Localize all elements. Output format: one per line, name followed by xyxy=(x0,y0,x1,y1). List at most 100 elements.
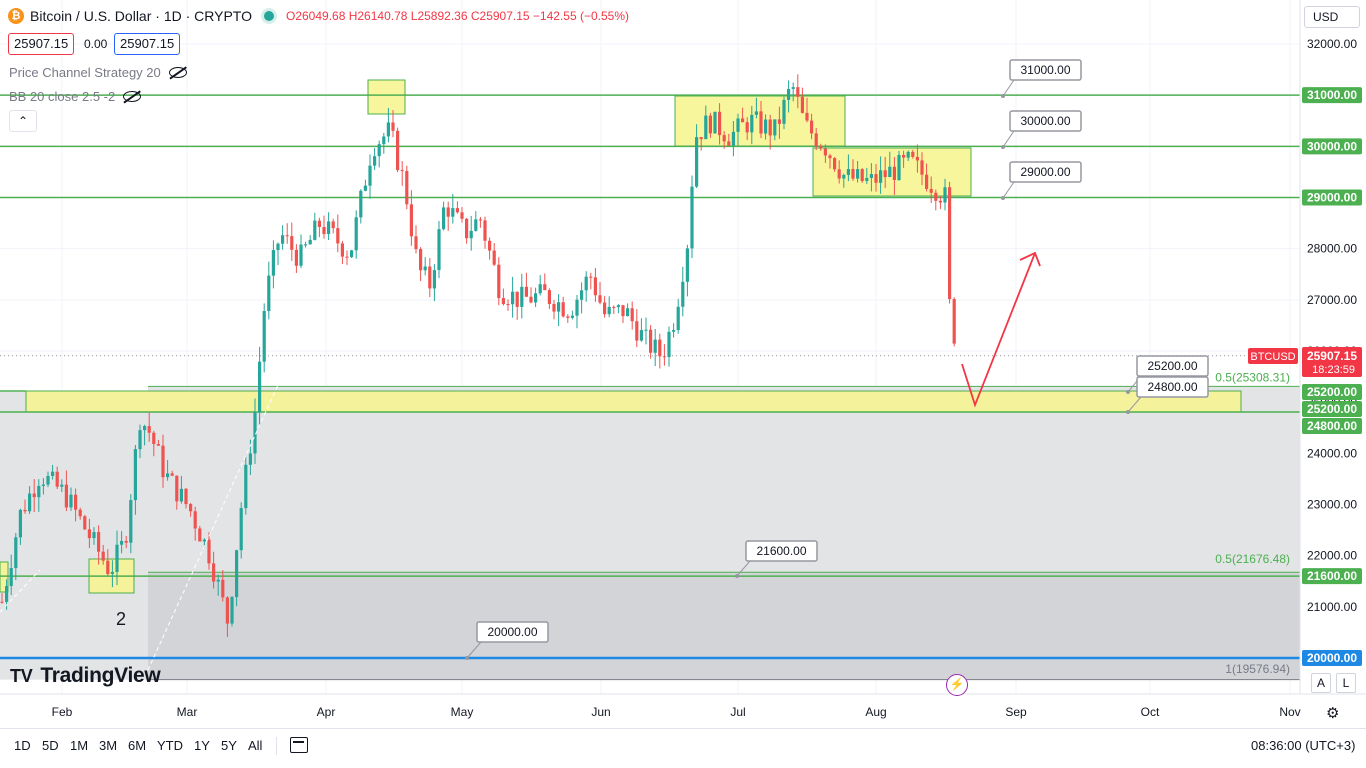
candle-body xyxy=(202,539,206,542)
projection-arrowhead xyxy=(1019,251,1041,267)
candle-body xyxy=(248,453,252,465)
candle-body xyxy=(156,444,160,446)
level-tag-label: 20000.00 xyxy=(487,625,537,639)
candle-body xyxy=(727,141,731,146)
candle-body xyxy=(5,586,9,602)
level-tag-box xyxy=(1009,59,1082,81)
log-scale-toggle[interactable]: L xyxy=(1336,673,1356,693)
gear-icon[interactable]: ⚙ xyxy=(1326,705,1340,722)
ohlc-open: O26049.68 xyxy=(285,9,346,23)
candle-body xyxy=(934,192,938,201)
candle-body xyxy=(649,329,653,353)
tradingview-logo[interactable]: TV TradingView xyxy=(10,664,161,688)
candle-body xyxy=(474,219,478,231)
candle-body xyxy=(938,200,942,203)
candle-body xyxy=(952,299,956,344)
candle-body xyxy=(511,291,515,305)
x-tick-label: Jul xyxy=(730,705,745,719)
candle-body xyxy=(782,99,786,124)
candle-body xyxy=(584,276,588,291)
timeframe-1d[interactable]: 1D xyxy=(14,738,31,753)
candle-body xyxy=(221,579,225,598)
ohlc-values: O26049.68 H26140.78 L25892.36 C25907.15 … xyxy=(286,9,629,23)
level-tag-label: 30000.00 xyxy=(1020,114,1070,128)
axis-level-badge xyxy=(1302,384,1362,400)
candle-body xyxy=(271,250,275,276)
candle-body xyxy=(193,511,197,529)
timeframe-all[interactable]: All xyxy=(248,738,263,753)
timeframe-1m[interactable]: 1M xyxy=(70,738,89,753)
indicator-bollinger[interactable]: BB 20 close 2.5 -2 xyxy=(9,89,142,104)
candle-body xyxy=(570,315,574,318)
candle-body xyxy=(810,120,814,134)
candle-body xyxy=(644,329,648,331)
candle-body xyxy=(888,166,892,178)
timeframe-6m[interactable]: 6M xyxy=(128,738,147,753)
symbol-title[interactable]: Bitcoin / U.S. Dollar · 1D · CRYPTO xyxy=(30,8,252,24)
eye-hidden-icon[interactable] xyxy=(123,91,142,102)
level-tag: 25200.00 xyxy=(1126,355,1209,394)
candle-body xyxy=(110,571,114,575)
candle-body xyxy=(658,339,662,357)
candle-body xyxy=(920,160,924,175)
currency-selector[interactable]: USD xyxy=(1304,6,1360,28)
support-zone xyxy=(25,390,1242,413)
indicator-price-channel[interactable]: Price Channel Strategy 20 xyxy=(9,65,187,80)
candle-body xyxy=(796,87,800,97)
clock-time[interactable]: 08:36:00 (UTC+3) xyxy=(1251,738,1356,753)
range-shade-left xyxy=(0,391,148,680)
candle-body xyxy=(106,560,110,575)
x-tick-label: May xyxy=(451,705,474,719)
timeframe-5d[interactable]: 5D xyxy=(42,738,59,753)
x-tick-label: Jun xyxy=(591,705,610,719)
price-chart[interactable]: 31000.00 30000.00 29000.00 25200.00 24800.00… xyxy=(0,0,1366,728)
eye-hidden-icon[interactable] xyxy=(168,67,187,78)
collapse-legend-button[interactable]: ⌃ xyxy=(9,110,37,132)
candle-body xyxy=(363,185,367,191)
auto-scale-toggle[interactable]: A xyxy=(1311,673,1331,693)
timeframe-3m[interactable]: 3M xyxy=(99,738,118,753)
candle-body xyxy=(552,303,556,312)
candle-body xyxy=(175,475,179,502)
candle-body xyxy=(547,290,551,304)
candle-body xyxy=(267,275,271,311)
candle-body xyxy=(409,204,413,237)
timeframe-5y[interactable]: 5Y xyxy=(221,738,237,753)
candle-body xyxy=(842,174,846,179)
level-tag-leader xyxy=(736,560,751,577)
candle-body xyxy=(814,133,818,147)
candle-body xyxy=(902,154,906,158)
candle-body xyxy=(299,244,303,266)
level-tag: 31000.00 xyxy=(1001,59,1082,98)
calendar-icon[interactable] xyxy=(290,737,308,753)
candles xyxy=(0,74,956,638)
candle-body xyxy=(446,207,450,217)
sell-price-box[interactable]: 25907.15 xyxy=(8,33,75,55)
lightning-icon[interactable]: ⚡ xyxy=(946,674,968,696)
level-tag-box xyxy=(1009,161,1082,183)
candle-body xyxy=(253,412,257,454)
candle-body xyxy=(897,154,901,181)
timeframe-1y[interactable]: 1Y xyxy=(194,738,210,753)
ohlc-close: C25907.15 xyxy=(470,9,530,23)
candle-body xyxy=(133,449,137,501)
candle-body xyxy=(437,229,441,271)
level-tag-anchor xyxy=(1001,94,1005,98)
candle-body xyxy=(51,471,55,476)
candle-body xyxy=(419,249,423,271)
candle-body xyxy=(667,331,671,358)
candle-body xyxy=(327,221,331,235)
candle-body xyxy=(676,306,680,331)
candle-body xyxy=(120,540,124,545)
candle-body xyxy=(833,158,837,170)
level-tag-box xyxy=(745,540,818,562)
buy-price-box[interactable]: 25907.15 xyxy=(114,33,181,55)
candle-body xyxy=(879,170,883,183)
candle-body xyxy=(0,601,4,603)
timeframe-ytd[interactable]: YTD xyxy=(157,738,183,753)
level-tag: 30000.00 xyxy=(1001,110,1082,149)
candle-body xyxy=(46,475,50,485)
level-tag-anchor xyxy=(1126,410,1130,414)
candle-body xyxy=(856,169,860,179)
candle-body xyxy=(354,217,358,251)
